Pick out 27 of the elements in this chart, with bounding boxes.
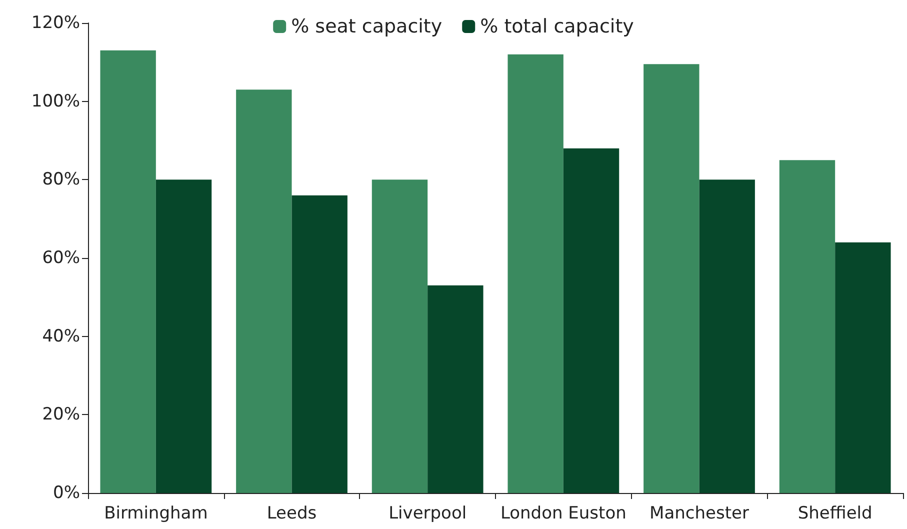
y-tick-label: 60% [42,248,80,268]
x-tick-label: London Euston [500,504,626,524]
bar [563,148,620,493]
bar [835,242,891,493]
y-tick-label: 0% [53,483,80,503]
y-tick-label: 100% [31,91,80,112]
bar [156,180,212,493]
bar [699,180,755,493]
bar [428,285,484,493]
bar [236,90,292,493]
legend-label: % seat capacity [291,16,442,38]
legend-label: % total capacity [480,16,634,38]
x-tick-label: Sheffield [798,504,872,524]
bar [292,195,348,493]
x-tick-label: Liverpool [388,504,467,524]
bar [779,160,836,493]
y-tick-label: 20% [42,404,80,425]
x-tick-label: Manchester [650,504,749,524]
y-tick-label: 80% [42,170,80,190]
y-tick-label: 120% [31,13,80,33]
x-tick-label: Leeds [266,504,317,524]
bar [644,64,700,493]
y-tick-label: 40% [42,326,80,346]
bar [372,180,428,493]
bar [508,54,564,493]
x-tick-label: Birmingham [104,504,208,524]
bar [100,50,156,493]
